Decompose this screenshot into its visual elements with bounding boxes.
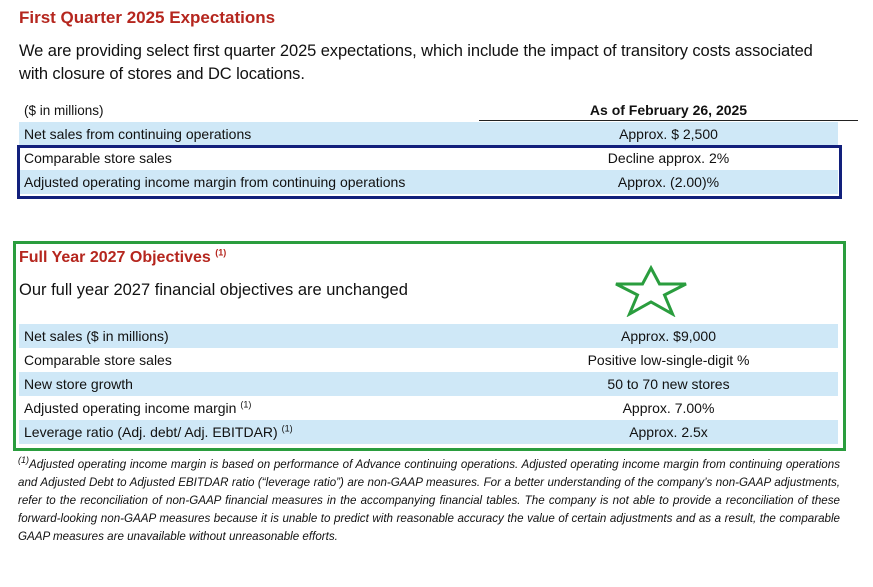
row-value: Approx. 2.5x: [629, 424, 708, 440]
fy-highlight-box: [13, 241, 846, 451]
fy-subtitle: Our full year 2027 financial objectives …: [19, 281, 408, 299]
q1-title: First Quarter 2025 Expectations: [19, 8, 276, 27]
row-value: Approx. 7.00%: [622, 400, 715, 416]
q1-header-date: As of February 26, 2025: [479, 100, 858, 121]
q1-intro: We are providing select first quarter 20…: [19, 42, 813, 83]
row-label: Adjusted operating income margin from co…: [24, 174, 406, 190]
row-label: Adjusted operating income margin (1): [24, 399, 252, 416]
fy-title-note: (1): [215, 247, 227, 258]
q1-header-label: ($ in millions): [24, 103, 104, 118]
row-label: Comparable store sales: [24, 352, 172, 368]
table-row: Adjusted operating income margin from co…: [19, 170, 838, 194]
table-row: Net sales from continuing operations App…: [19, 122, 838, 146]
table-row: Leverage ratio (Adj. debt/ Adj. EBITDAR)…: [19, 420, 838, 444]
table-row: Adjusted operating income margin (1) App…: [19, 396, 838, 420]
table-row: New store growth 50 to 70 new stores: [19, 372, 838, 396]
row-value: Approx. $ 2,500: [619, 126, 718, 142]
footnote: (1)Adjusted operating income margin is b…: [18, 456, 840, 546]
row-value: Positive low-single-digit %: [587, 352, 750, 368]
row-label: Comparable store sales: [24, 150, 172, 166]
row-label: New store growth: [24, 376, 133, 392]
star-outline-icon: [615, 265, 687, 317]
row-value: Approx. (2.00)%: [617, 174, 720, 190]
row-label: Net sales from continuing operations: [24, 126, 252, 142]
row-label: Net sales ($ in millions): [24, 328, 169, 344]
q1-table-header: ($ in millions) As of February 26, 2025: [19, 100, 858, 122]
row-value: Decline approx. 2%: [607, 150, 730, 166]
table-row: Comparable store sales Decline approx. 2…: [19, 146, 838, 170]
q1-highlight-box: [17, 145, 842, 199]
fy-title: Full Year 2027 Objectives (1): [19, 247, 227, 267]
fy-table: Net sales ($ in millions) Approx. $9,000…: [19, 324, 838, 444]
fy-title-text: Full Year 2027 Objectives: [19, 249, 211, 266]
q1-table: ($ in millions) As of February 26, 2025 …: [19, 100, 858, 194]
row-value: 50 to 70 new stores: [607, 376, 730, 392]
table-row: Comparable store sales Positive low-sing…: [19, 348, 838, 372]
row-value: Approx. $9,000: [621, 328, 716, 344]
table-row: Net sales ($ in millions) Approx. $9,000: [19, 324, 838, 348]
row-label: Leverage ratio (Adj. debt/ Adj. EBITDAR)…: [24, 423, 293, 440]
footnote-text: Adjusted operating income margin is base…: [18, 458, 840, 543]
footnote-mark: (1): [18, 455, 29, 466]
